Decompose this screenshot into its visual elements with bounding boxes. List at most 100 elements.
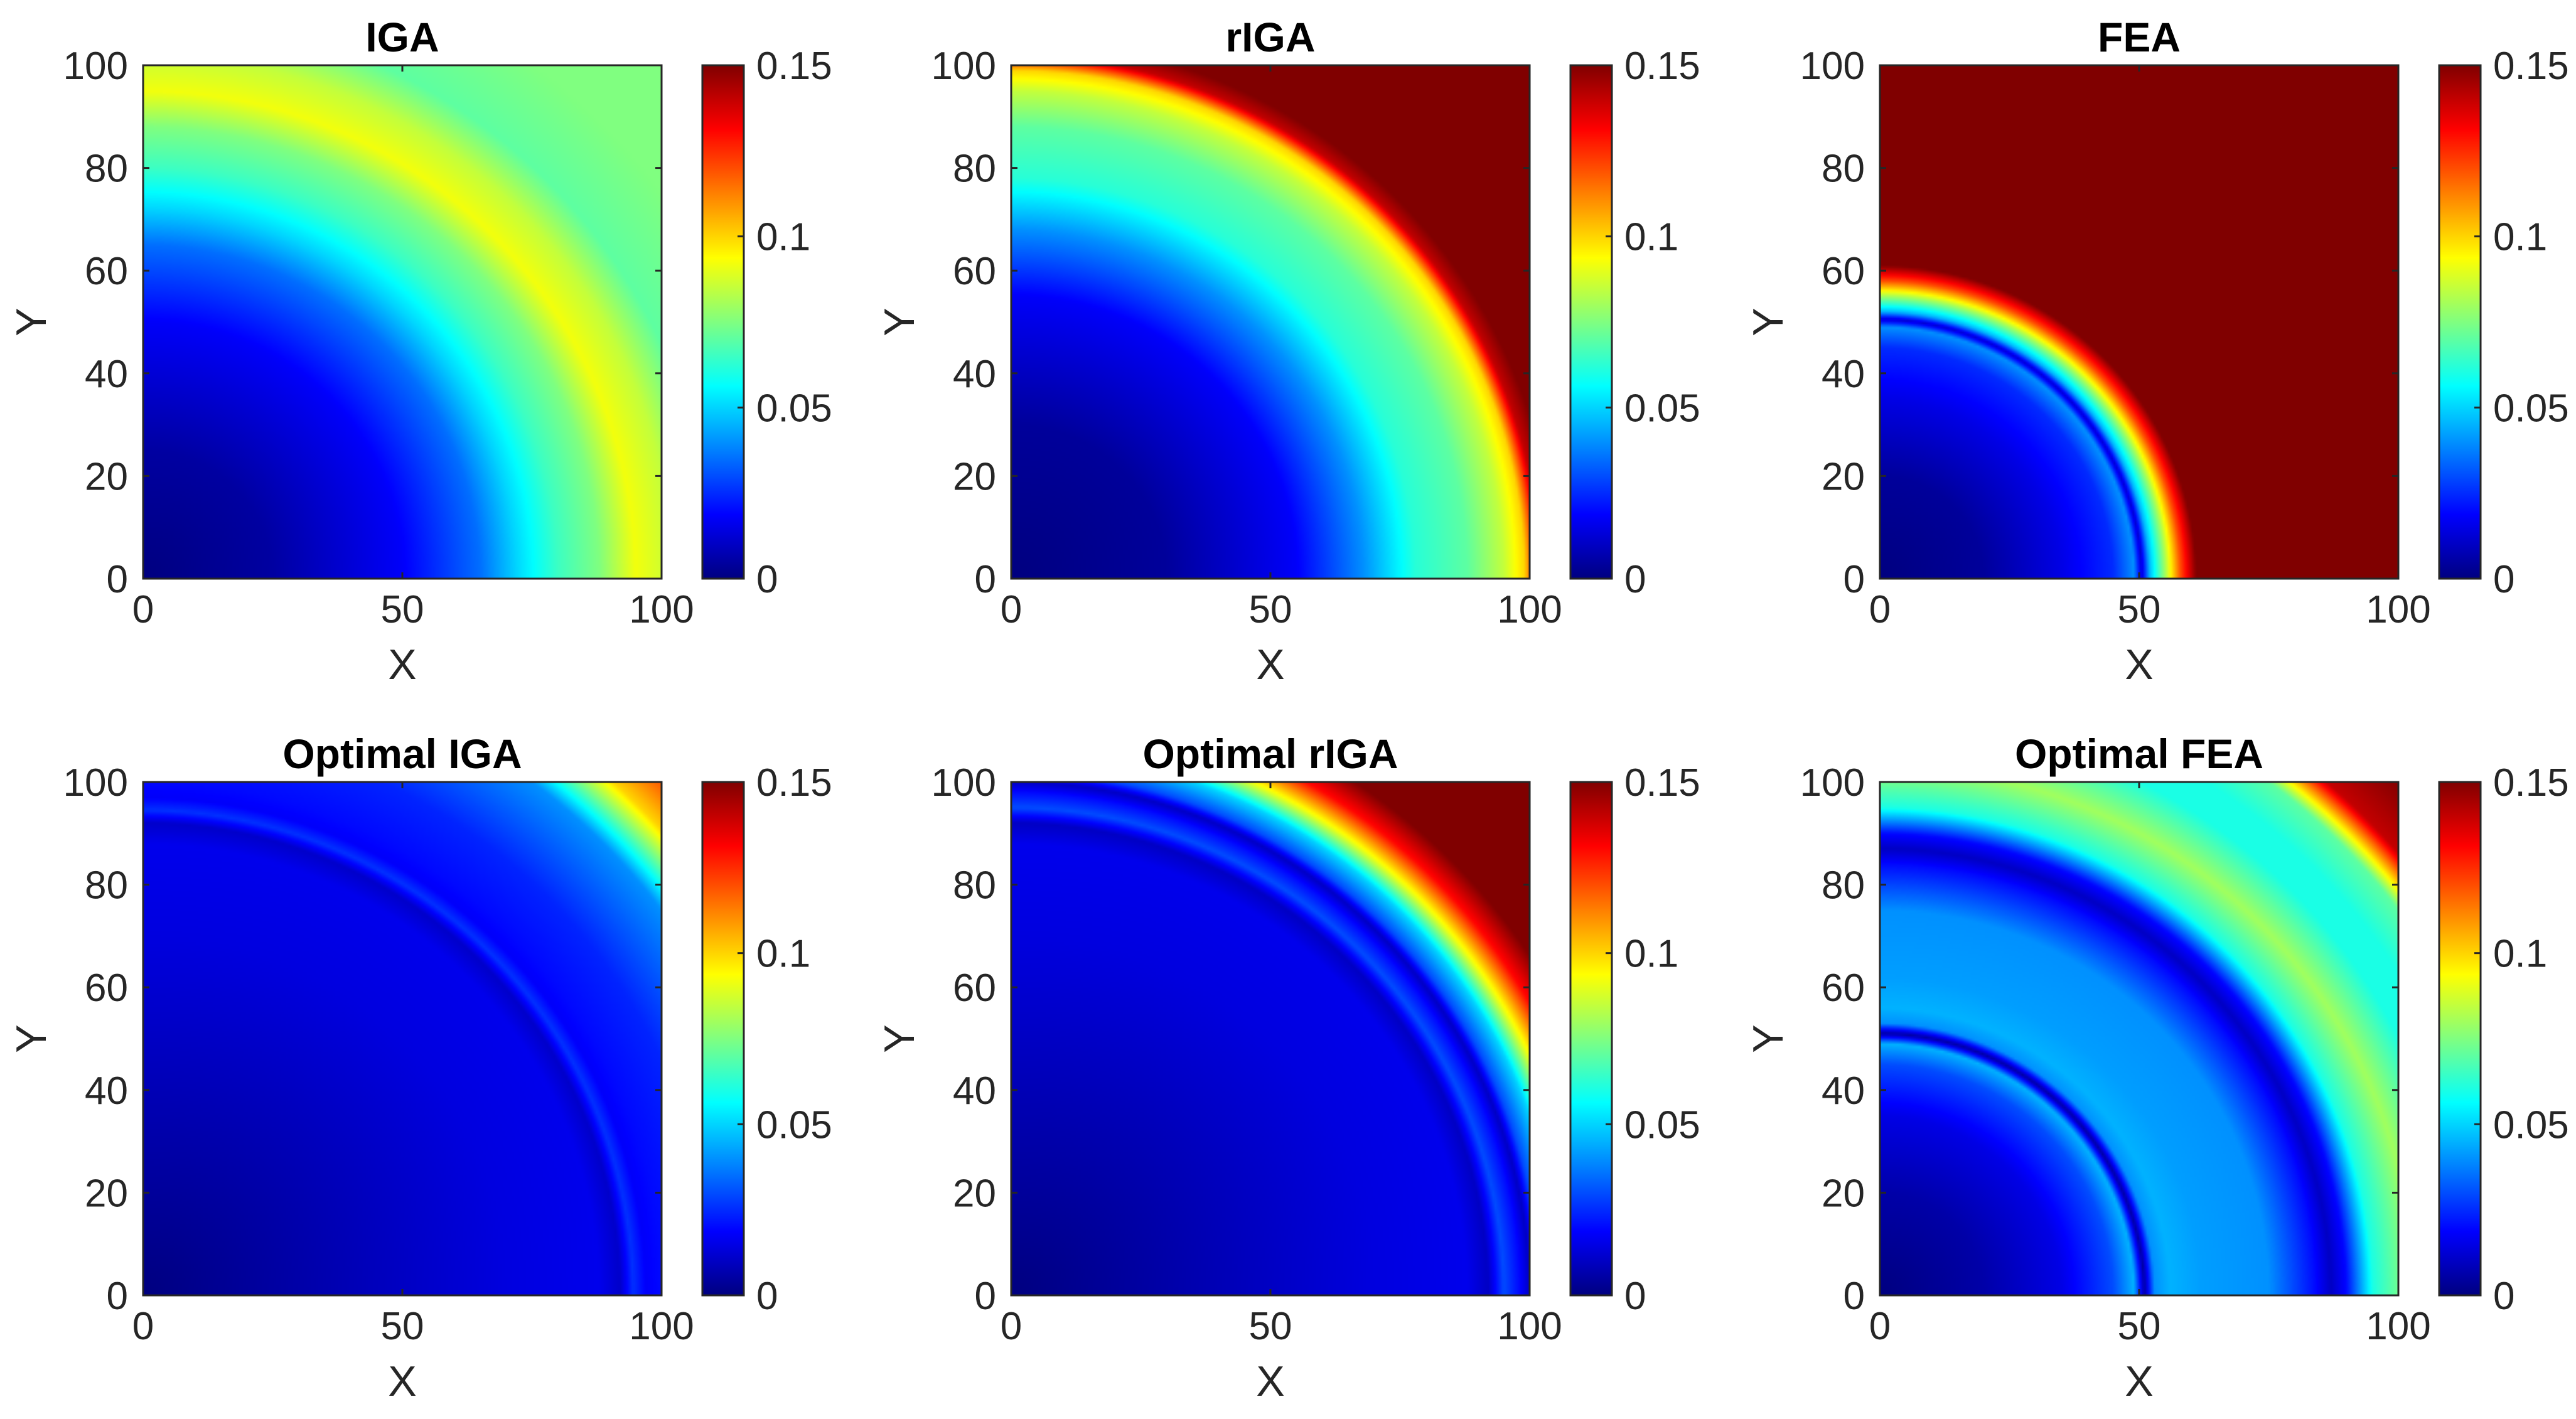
colorbar-tick-label: 0.05 bbox=[1624, 1103, 1700, 1147]
y-tick-label: 80 bbox=[85, 864, 128, 908]
colorbar-tick-label: 0 bbox=[1624, 558, 1646, 601]
heatmap-image bbox=[1011, 65, 1530, 579]
subplot-title: Optimal IGA bbox=[282, 731, 522, 777]
colorbar-tick-label: 0.1 bbox=[2493, 933, 2547, 976]
y-axis-label: Y bbox=[1744, 1024, 1792, 1052]
colorbar-tick-label: 0 bbox=[756, 1275, 778, 1318]
y-tick-label: 40 bbox=[85, 1069, 128, 1113]
x-tick-label: 0 bbox=[1001, 1305, 1022, 1348]
subplot-title: rIGA bbox=[1225, 14, 1315, 60]
colorbar-tick-label: 0.05 bbox=[756, 1103, 832, 1147]
y-axis-label: Y bbox=[1744, 308, 1792, 336]
y-tick-label: 0 bbox=[107, 558, 128, 601]
x-tick-label: 0 bbox=[1869, 588, 1891, 631]
x-tick-label: 100 bbox=[2366, 1305, 2430, 1348]
subplot-4: 0 50 100 0 20 40 60 80 100 X Y Optimal IGA 0 0.05 0.1 0… bbox=[8, 731, 832, 1405]
y-tick-label: 20 bbox=[1822, 1172, 1865, 1215]
y-axis-label: Y bbox=[8, 308, 55, 336]
y-tick-label: 0 bbox=[975, 1275, 996, 1318]
colorbar-tick-label: 0.1 bbox=[756, 216, 810, 259]
y-tick-label: 40 bbox=[953, 353, 996, 396]
y-axis-label: Y bbox=[876, 1024, 923, 1052]
colorbar bbox=[701, 781, 745, 1297]
y-tick-label: 80 bbox=[1822, 864, 1865, 908]
x-tick-label: 50 bbox=[2118, 1305, 2161, 1348]
x-tick-label: 50 bbox=[1249, 1305, 1292, 1348]
y-tick-label: 40 bbox=[85, 353, 128, 396]
colorbar bbox=[1569, 64, 1613, 580]
x-tick-label: 0 bbox=[132, 588, 154, 631]
x-axis-label: X bbox=[1256, 1357, 1284, 1405]
y-tick-label: 0 bbox=[1843, 1275, 1865, 1318]
subplot-title: FEA bbox=[2098, 14, 2181, 60]
x-tick-label: 100 bbox=[2366, 588, 2430, 631]
x-tick-label: 0 bbox=[1869, 1305, 1891, 1348]
x-tick-label: 50 bbox=[381, 1305, 424, 1348]
subplot-title: Optimal rIGA bbox=[1142, 731, 1398, 777]
x-axis-label: X bbox=[388, 641, 416, 688]
x-tick-label: 50 bbox=[381, 588, 424, 631]
subplot-6: 0 50 100 0 20 40 60 80 100 X Y Optimal FEA 0 0.05 0.1 0… bbox=[1744, 731, 2569, 1405]
y-tick-label: 60 bbox=[1822, 967, 1865, 1010]
y-tick-label: 20 bbox=[1822, 455, 1865, 498]
y-tick-label: 100 bbox=[63, 761, 128, 805]
y-tick-label: 20 bbox=[953, 1172, 996, 1215]
colorbar-tick-label: 0 bbox=[2493, 1275, 2514, 1318]
colorbar-tick-label: 0.1 bbox=[756, 933, 810, 976]
colorbar-tick-label: 0 bbox=[756, 558, 778, 601]
y-tick-label: 0 bbox=[1843, 558, 1865, 601]
heatmap-image bbox=[1011, 782, 1530, 1295]
colorbar bbox=[1569, 781, 1613, 1297]
x-axis-label: X bbox=[388, 1357, 416, 1405]
x-tick-label: 50 bbox=[1249, 588, 1292, 631]
y-tick-label: 80 bbox=[953, 864, 996, 908]
heatmap-image bbox=[1880, 65, 2398, 579]
y-axis-label: Y bbox=[876, 308, 923, 336]
y-tick-label: 100 bbox=[1800, 45, 1865, 88]
y-tick-label: 20 bbox=[953, 455, 996, 498]
colorbar bbox=[701, 64, 745, 580]
y-tick-label: 0 bbox=[107, 1275, 128, 1318]
y-tick-label: 60 bbox=[953, 967, 996, 1010]
x-tick-label: 100 bbox=[629, 1305, 694, 1348]
colorbar bbox=[2438, 781, 2482, 1297]
subplot-5: 0 50 100 0 20 40 60 80 100 X Y Optimal rIGA 0 0.05 0.1… bbox=[876, 731, 1700, 1405]
x-axis-label: X bbox=[1256, 641, 1284, 688]
heatmap-image bbox=[143, 65, 662, 579]
colorbar-tick-label: 0.15 bbox=[2493, 761, 2569, 805]
subplot-3: 0 50 100 0 20 40 60 80 100 X Y FEA 0 0.05 0.1 0.15 bbox=[1744, 14, 2569, 688]
x-tick-label: 100 bbox=[1497, 588, 1562, 631]
colorbar-tick-label: 0 bbox=[1624, 1275, 1646, 1318]
colorbar-tick-label: 0.15 bbox=[756, 761, 832, 805]
x-tick-label: 50 bbox=[2118, 588, 2161, 631]
x-tick-label: 100 bbox=[1497, 1305, 1562, 1348]
colorbar-tick-label: 0.1 bbox=[1624, 933, 1678, 976]
colorbar-tick-label: 0.15 bbox=[756, 45, 832, 88]
colorbar-tick-label: 0.05 bbox=[2493, 387, 2569, 430]
subplot-title: IGA bbox=[365, 14, 439, 60]
colorbar-tick-label: 0.1 bbox=[1624, 216, 1678, 259]
colorbar-tick-label: 0.15 bbox=[1624, 45, 1700, 88]
colorbar-tick-label: 0.05 bbox=[1624, 387, 1700, 430]
colorbar bbox=[2438, 64, 2482, 580]
y-tick-label: 60 bbox=[1822, 250, 1865, 293]
y-tick-label: 100 bbox=[931, 45, 996, 88]
colorbar-tick-label: 0.05 bbox=[2493, 1103, 2569, 1147]
x-tick-label: 0 bbox=[1001, 588, 1022, 631]
heatmap-image bbox=[1880, 782, 2398, 1295]
y-tick-label: 60 bbox=[85, 250, 128, 293]
y-tick-label: 100 bbox=[1800, 761, 1865, 805]
x-tick-label: 100 bbox=[629, 588, 694, 631]
y-tick-label: 80 bbox=[1822, 147, 1865, 191]
y-tick-label: 40 bbox=[1822, 1069, 1865, 1113]
y-tick-label: 20 bbox=[85, 455, 128, 498]
y-tick-label: 80 bbox=[953, 147, 996, 191]
y-tick-label: 40 bbox=[1822, 353, 1865, 396]
x-tick-label: 0 bbox=[132, 1305, 154, 1348]
y-tick-label: 40 bbox=[953, 1069, 996, 1113]
y-tick-label: 80 bbox=[85, 147, 128, 191]
y-axis-label: Y bbox=[8, 1024, 55, 1052]
y-tick-label: 100 bbox=[63, 45, 128, 88]
colorbar-tick-label: 0.05 bbox=[756, 387, 832, 430]
x-axis-label: X bbox=[2125, 1357, 2153, 1405]
